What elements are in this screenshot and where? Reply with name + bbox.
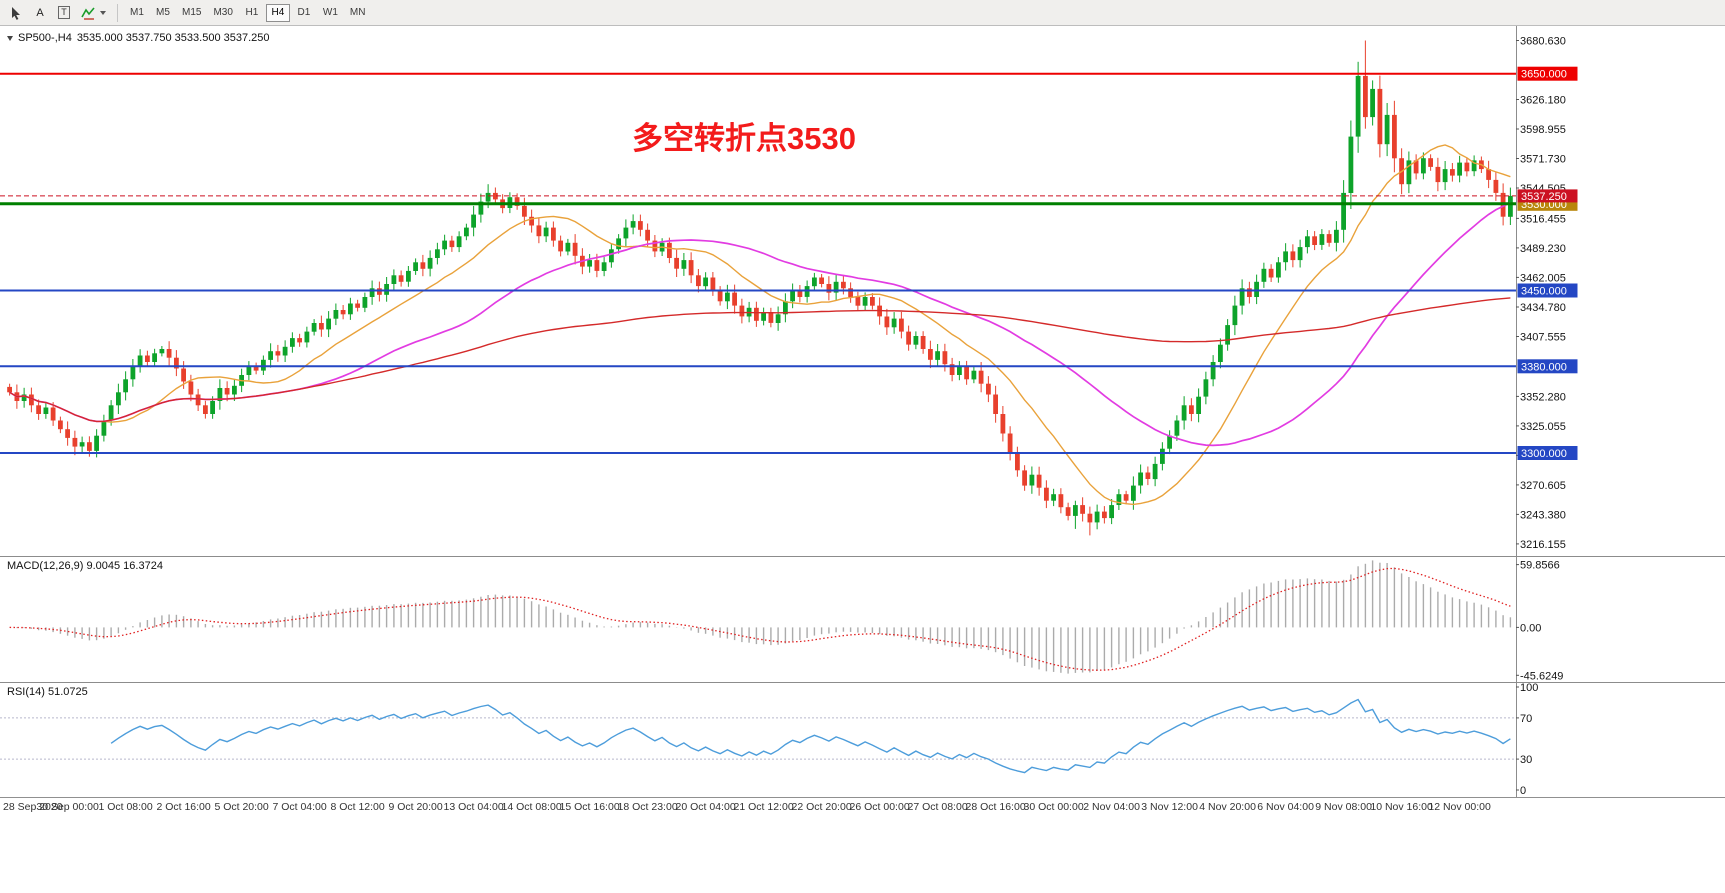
price-axis-label: 3598.955 <box>1520 124 1566 136</box>
price-badge-label: 3450.000 <box>1521 286 1567 298</box>
time-label: 26 Oct 00:00 <box>849 801 910 813</box>
chevron-down-icon <box>100 10 106 18</box>
price-badge <box>1517 66 1578 81</box>
time-label: 9 Oct 20:00 <box>388 801 443 813</box>
cursor-icon <box>12 6 20 20</box>
time-label: 20 Oct 04:00 <box>675 801 736 813</box>
time-label: 14 Oct 08:00 <box>501 801 562 813</box>
time-label: 28 Oct 16:00 <box>965 801 1026 813</box>
ma-40-line <box>9 201 1511 447</box>
indicator-icon <box>81 6 95 20</box>
time-label: 1 Oct 08:00 <box>98 801 153 813</box>
ma-14-line <box>9 144 1511 506</box>
time-label: 21 Oct 12:00 <box>733 801 794 813</box>
timeframe-button-w1[interactable]: W1 <box>318 4 343 22</box>
macd-signal-line <box>9 567 1511 671</box>
price-badge-label: 3300.000 <box>1521 448 1567 460</box>
indicators-dropdown-button[interactable] <box>77 3 110 23</box>
time-label: 5 Oct 20:00 <box>214 801 269 813</box>
time-label: 8 Oct 12:00 <box>330 801 385 813</box>
toolbar: A T M1 M5 M15 M30 H1 H4 D1 W1 MN <box>0 0 1725 26</box>
timeframe-button-mn[interactable]: MN <box>345 4 371 22</box>
price-axis-label: 3516.455 <box>1520 213 1566 225</box>
current-price-badge <box>1517 189 1578 203</box>
time-label: 2 Nov 04:00 <box>1083 801 1140 813</box>
rsi-axis-label: 0 <box>1520 785 1526 797</box>
macd-axis-label: -45.6249 <box>1520 670 1563 682</box>
rsi-axis-label: 30 <box>1520 754 1532 766</box>
time-label: 3 Nov 12:00 <box>1141 801 1198 813</box>
macd-canvas: 59.8566 0.00 -45.6249 <box>0 556 1725 682</box>
main-chart-panel[interactable]: 3680.630 3626.180 3598.955 3571.730 3544.505… <box>0 26 1725 556</box>
price-axis-label: 3680.630 <box>1520 36 1566 48</box>
timeframe-button-m1[interactable]: M1 <box>125 4 149 22</box>
timeframe-button-d1[interactable]: D1 <box>292 4 316 22</box>
rsi-panel[interactable]: 100 70 30 0 <box>0 682 1725 797</box>
rsi-axis-label: 100 <box>1520 682 1538 694</box>
macd-axis: 59.8566 0.00 -45.6249 <box>1516 556 1563 682</box>
time-label: 27 Oct 08:00 <box>907 801 968 813</box>
time-label: 12 Nov 00:00 <box>1428 801 1491 813</box>
time-label: 2 Oct 16:00 <box>156 801 211 813</box>
horizontal-lines <box>0 72 1516 454</box>
current-price-badge-label: 3537.250 <box>1521 191 1567 203</box>
price-badge <box>1517 359 1578 374</box>
moving-average-lines <box>9 144 1511 506</box>
price-axis-label: 3462.005 <box>1520 272 1566 284</box>
price-axis-label: 3270.605 <box>1520 480 1566 492</box>
price-axis-label: 3434.780 <box>1520 302 1566 314</box>
time-label: 22 Oct 20:00 <box>791 801 852 813</box>
time-axis[interactable]: 28 Sep 2020 30 Sep 00:00 1 Oct 08:00 2 Oct … <box>0 797 1725 893</box>
time-label: 10 Nov 16:00 <box>1370 801 1433 813</box>
price-badge-label: 3650.000 <box>1521 69 1567 81</box>
macd-axis-label: 0.00 <box>1520 622 1541 634</box>
price-axis-label: 3352.280 <box>1520 391 1566 403</box>
price-axis-label: 3407.555 <box>1520 332 1566 344</box>
time-label: 13 Oct 04:00 <box>443 801 504 813</box>
timeframe-button-m30[interactable]: M30 <box>208 4 237 22</box>
macd-histogram <box>16 560 1512 674</box>
ma-160-line <box>9 297 1511 423</box>
rsi-canvas: 100 70 30 0 <box>0 682 1725 797</box>
price-axis-label: 3626.180 <box>1520 95 1566 107</box>
price-axis: 3680.6303626.1803598.9553571.7303544.505… <box>1516 26 1578 556</box>
time-label: 30 Oct 00:00 <box>1023 801 1084 813</box>
price-badge-label: 3380.000 <box>1521 361 1567 373</box>
macd-panel[interactable]: 59.8566 0.00 -45.6249 <box>0 556 1725 682</box>
price-badge <box>1517 283 1578 298</box>
time-label: 7 Oct 04:00 <box>272 801 327 813</box>
time-label: 9 Nov 08:00 <box>1315 801 1372 813</box>
price-axis-label: 3325.055 <box>1520 421 1566 433</box>
price-badge <box>1517 446 1578 460</box>
cursor-tool-button[interactable] <box>5 3 27 23</box>
timeframe-group: M1 M5 M15 M30 H1 H4 D1 W1 MN <box>124 3 371 22</box>
time-label: 6 Nov 04:00 <box>1257 801 1314 813</box>
text-frame-tool-button[interactable]: T <box>53 3 75 23</box>
rsi-line <box>110 698 1511 774</box>
timeframe-button-m5[interactable]: M5 <box>151 4 175 22</box>
toolbar-separator <box>117 3 118 22</box>
price-axis-label: 3216.155 <box>1520 539 1566 551</box>
time-label: 18 Oct 23:00 <box>617 801 678 813</box>
rsi-axis: 100 70 30 0 <box>1516 682 1538 797</box>
time-label: 4 Nov 20:00 <box>1199 801 1256 813</box>
text-tool-button[interactable]: A <box>29 3 51 23</box>
time-label: 30 Sep 00:00 <box>36 801 99 813</box>
main-chart-canvas: 3680.6303626.1803598.9553571.7303544.505… <box>0 26 1578 556</box>
timeframe-button-h1[interactable]: H1 <box>240 4 264 22</box>
rsi-axis-label: 70 <box>1520 713 1532 725</box>
text-frame-icon: T <box>58 6 70 19</box>
macd-axis-label: 59.8566 <box>1520 560 1560 572</box>
candles-group <box>7 40 1513 536</box>
time-label: 15 Oct 16:00 <box>559 801 620 813</box>
timeframe-button-h4[interactable]: H4 <box>265 3 290 22</box>
timeframe-button-m15[interactable]: M15 <box>177 4 206 22</box>
price-axis-label: 3489.230 <box>1520 243 1566 255</box>
price-axis-label: 3243.380 <box>1520 509 1566 521</box>
time-label: 28 Sep 2020 <box>3 801 63 813</box>
price-axis-label: 3571.730 <box>1520 154 1566 166</box>
